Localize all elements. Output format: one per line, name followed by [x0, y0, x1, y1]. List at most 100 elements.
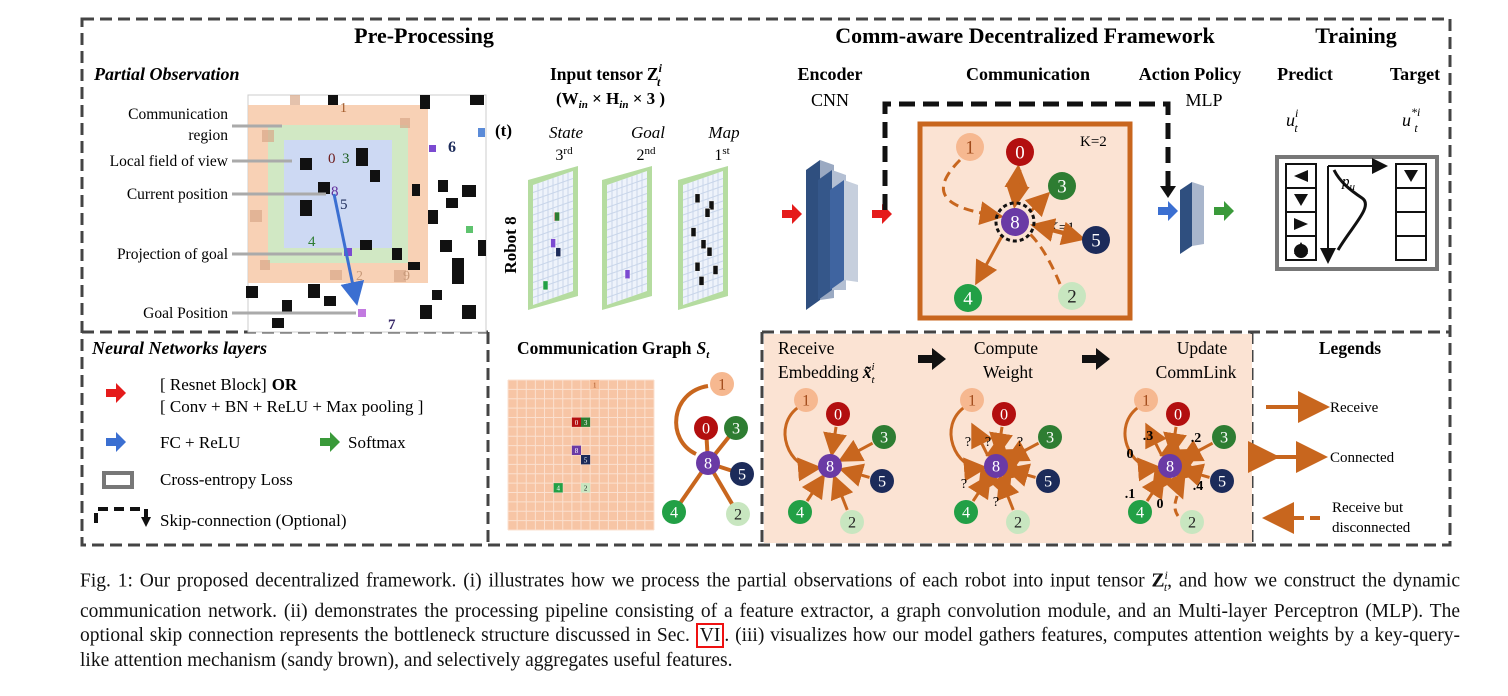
loss-box-icon — [102, 471, 134, 489]
communication-graph-mid: 0 1 2 3 4 5 8 — [662, 372, 754, 526]
graph-node-label: 4 — [1136, 503, 1144, 521]
update-label: Update — [1177, 338, 1228, 358]
graph-node-label: 3 — [1220, 428, 1228, 446]
step-arrow-1 — [918, 348, 946, 370]
grid-num-2: 2 — [356, 269, 363, 284]
unknown-weight: ? — [985, 435, 991, 450]
graph-node-label: 2 — [1067, 286, 1076, 307]
grid-num-0: 0 — [328, 151, 336, 167]
input-tensor-title: Input tensor Zi t — [550, 61, 663, 89]
graph-node-label: 3 — [732, 419, 740, 437]
embedding-label: Embedding x̃i t — [778, 361, 876, 386]
comm-grid-number: 3 — [584, 419, 588, 427]
partial-observation-title: Partial Observation — [93, 64, 240, 84]
input-tensor-dims: (Win × Hin × 3 ) — [556, 89, 665, 111]
comm-grid-number: 5 — [584, 456, 588, 464]
legends-title: Legends — [1319, 338, 1381, 358]
grid-num-1: 1 — [340, 101, 347, 116]
graph-node-label: 3 — [1046, 428, 1054, 446]
graph-node-label: 5 — [1044, 472, 1052, 490]
comm-grid-number: 1 — [593, 381, 597, 389]
legend-receive-label: Receive — [1330, 400, 1379, 416]
encoder-input-arrow — [782, 204, 802, 224]
section-reference-link[interactable]: VI — [695, 623, 725, 649]
graph-node-label: 4 — [670, 503, 678, 521]
target-title: Target — [1390, 64, 1440, 84]
graph-node-label: 2 — [848, 513, 856, 531]
attention-weight: 0 — [1127, 447, 1134, 462]
input-channels — [528, 166, 728, 310]
graph-node-label: 0 — [1174, 405, 1182, 423]
graph-node-label: 5 — [1091, 230, 1100, 251]
grid-num-6: 6 — [448, 139, 456, 156]
graph-node-label: 2 — [1188, 513, 1196, 531]
loss-label: Cross-entropy Loss — [160, 470, 293, 489]
softmax-output-arrow — [1214, 201, 1234, 221]
attention-weight: 0 — [1157, 497, 1164, 512]
skip-label: Skip-connection (Optional) — [160, 511, 347, 530]
commlink-label: CommLink — [1156, 362, 1237, 382]
preprocessing-title: Pre-Processing — [354, 23, 494, 48]
graph-node-label: 1 — [965, 137, 974, 158]
attention-weight: .2 — [1191, 431, 1202, 446]
action-input-arrow — [1158, 201, 1178, 221]
softmax-label: Softmax — [348, 433, 406, 452]
graph-node-label: 8 — [704, 454, 712, 472]
channel-state-label: State — [549, 123, 583, 142]
time-label: (t) — [495, 121, 512, 140]
predict-title: Predict — [1277, 64, 1333, 84]
graph-node-label: 5 — [738, 465, 746, 483]
comm-grid-number: 8 — [575, 447, 579, 455]
cross-entropy-box — [1275, 155, 1439, 271]
compute-label: Compute — [974, 338, 1038, 358]
attention-weight: .1 — [1125, 487, 1136, 502]
gat-receive-graph: 1 0 3 5 4 2 8 — [783, 388, 896, 534]
channel-goal-order: 2nd — [637, 145, 657, 164]
action-policy-type: MLP — [1185, 90, 1222, 110]
communication-graph-top: 0 1 2 3 4 5 8 — [942, 133, 1110, 312]
encoder-type: CNN — [811, 90, 849, 110]
graph-node-label: 2 — [1014, 513, 1022, 531]
observation-grid: 0 3 1 8 5 6 4 2 9 7 — [246, 94, 487, 333]
skip-icon — [94, 507, 148, 523]
gat-update-graph: .3 .2 0 .4 .1 0 1 0 3 5 4 2 8 — [1123, 388, 1236, 534]
label-projection-goal: Projection of goal — [117, 246, 228, 263]
encoder-output-arrow — [872, 204, 892, 224]
action-policy-title: Action Policy — [1139, 64, 1241, 84]
grid-num-3: 3 — [342, 151, 350, 167]
mlp-block — [1180, 182, 1204, 254]
graph-node-label: 5 — [878, 472, 886, 490]
graph-node-label: 3 — [1057, 176, 1066, 197]
k2-label: K=2 — [1080, 134, 1107, 150]
grid-num-9: 9 — [403, 269, 410, 284]
graph-node-label: 0 — [702, 419, 710, 437]
grid-num-5: 5 — [340, 197, 348, 213]
legend-disconnected-label-2: disconnected — [1332, 520, 1411, 536]
target-symbol: u*i t — [1402, 105, 1420, 135]
outer-frame — [80, 17, 1452, 547]
label-goal-position: Goal Position — [143, 305, 228, 322]
graph-node-label: 1 — [802, 391, 810, 409]
graph-node-label: 1 — [718, 375, 726, 393]
grid-num-8: 8 — [331, 184, 339, 200]
attention-weight: .3 — [1143, 429, 1154, 444]
pu-label: pu — [1341, 174, 1356, 193]
grid-num-4: 4 — [308, 234, 316, 250]
figure-caption: Fig. 1: Our proposed decentralized frame… — [80, 568, 1460, 671]
observation-labels: Communication region Local field of view… — [110, 106, 356, 322]
graph-node-label: 2 — [734, 505, 742, 523]
fc-arrow-icon — [106, 432, 126, 452]
conv-label: [ Conv + BN + ReLU + Max pooling ] — [160, 397, 423, 416]
unknown-weight: ? — [965, 435, 971, 450]
graph-node-label: 8 — [1010, 212, 1019, 233]
unknown-weight: ? — [993, 495, 999, 510]
resnet-arrow-icon — [106, 383, 126, 403]
label-current-position: Current position — [127, 186, 228, 203]
graph-node-label: 4 — [962, 503, 970, 521]
channel-goal-label: Goal — [631, 123, 665, 142]
probability-curve: pu — [1320, 158, 1388, 264]
graph-node-label: 0 — [1000, 405, 1008, 423]
weight-label: Weight — [983, 362, 1033, 382]
label-local-fov: Local field of view — [110, 153, 229, 170]
graph-node-label: 8 — [992, 457, 1000, 475]
